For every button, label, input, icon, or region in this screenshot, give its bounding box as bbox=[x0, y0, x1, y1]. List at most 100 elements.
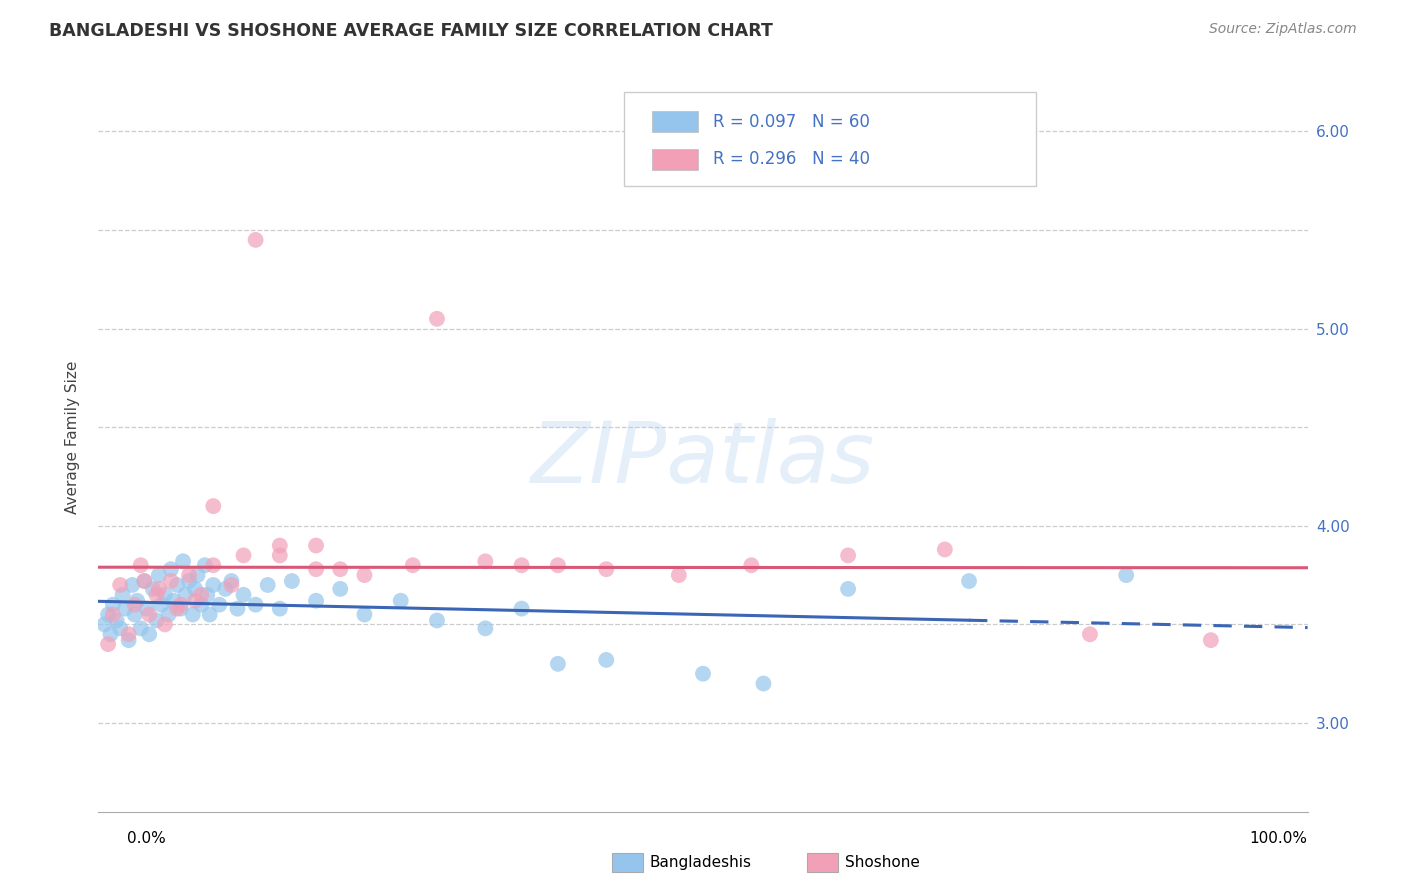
Point bbox=[118, 627, 141, 641]
Point bbox=[305, 562, 328, 576]
Point bbox=[127, 593, 149, 607]
Point bbox=[93, 617, 115, 632]
Point bbox=[305, 593, 328, 607]
Point bbox=[402, 558, 425, 573]
Point bbox=[837, 582, 859, 596]
Point bbox=[153, 588, 176, 602]
Point bbox=[221, 578, 243, 592]
Point bbox=[184, 593, 207, 607]
Point bbox=[510, 558, 533, 573]
Point bbox=[179, 574, 201, 588]
Point bbox=[474, 621, 496, 635]
Point bbox=[172, 554, 194, 568]
Point bbox=[187, 568, 209, 582]
Point bbox=[595, 562, 617, 576]
Point bbox=[194, 558, 217, 573]
Point bbox=[547, 558, 569, 573]
Point bbox=[214, 582, 236, 596]
Point bbox=[145, 588, 167, 602]
Bar bbox=[612, 853, 643, 872]
Point bbox=[692, 666, 714, 681]
Point bbox=[138, 627, 160, 641]
Point bbox=[166, 578, 188, 592]
Point bbox=[281, 574, 304, 588]
Bar bbox=[807, 853, 838, 872]
Point bbox=[111, 588, 134, 602]
Point bbox=[129, 558, 152, 573]
Point bbox=[160, 574, 183, 588]
Point bbox=[510, 601, 533, 615]
Point bbox=[169, 601, 191, 615]
Point bbox=[740, 558, 762, 573]
Point bbox=[202, 558, 225, 573]
Point bbox=[198, 607, 221, 622]
Text: Source: ZipAtlas.com: Source: ZipAtlas.com bbox=[1209, 22, 1357, 37]
Point bbox=[232, 588, 254, 602]
Point bbox=[134, 574, 156, 588]
Point bbox=[153, 617, 176, 632]
Point bbox=[389, 593, 412, 607]
Text: Bangladeshis: Bangladeshis bbox=[650, 855, 752, 870]
Point bbox=[269, 539, 291, 553]
Point bbox=[129, 621, 152, 635]
Point bbox=[114, 601, 136, 615]
Point bbox=[221, 574, 243, 588]
Point bbox=[181, 607, 204, 622]
Point bbox=[1199, 633, 1222, 648]
FancyBboxPatch shape bbox=[652, 112, 699, 132]
Text: R = 0.097   N = 60: R = 0.097 N = 60 bbox=[713, 112, 869, 130]
Point bbox=[202, 499, 225, 513]
Point bbox=[157, 607, 180, 622]
Point bbox=[1115, 568, 1137, 582]
Point bbox=[595, 653, 617, 667]
Point bbox=[121, 578, 143, 592]
Point bbox=[202, 578, 225, 592]
Point bbox=[232, 549, 254, 563]
Point bbox=[353, 568, 375, 582]
Point bbox=[256, 578, 278, 592]
Point bbox=[142, 582, 165, 596]
Point bbox=[169, 598, 191, 612]
Point bbox=[101, 598, 124, 612]
Point bbox=[934, 542, 956, 557]
Point bbox=[145, 614, 167, 628]
Point bbox=[134, 574, 156, 588]
Point bbox=[190, 588, 212, 602]
Point bbox=[426, 311, 449, 326]
Point bbox=[547, 657, 569, 671]
Point bbox=[837, 549, 859, 563]
Y-axis label: Average Family Size: Average Family Size bbox=[65, 360, 80, 514]
Point bbox=[245, 598, 267, 612]
Point bbox=[1078, 627, 1101, 641]
Text: BANGLADESHI VS SHOSHONE AVERAGE FAMILY SIZE CORRELATION CHART: BANGLADESHI VS SHOSHONE AVERAGE FAMILY S… bbox=[49, 22, 773, 40]
Point bbox=[108, 578, 131, 592]
Point bbox=[426, 614, 449, 628]
Point bbox=[162, 593, 184, 607]
FancyBboxPatch shape bbox=[652, 149, 699, 169]
Point bbox=[101, 607, 124, 622]
Point bbox=[108, 621, 131, 635]
Point bbox=[957, 574, 980, 588]
Point bbox=[269, 601, 291, 615]
Point bbox=[174, 588, 197, 602]
Point bbox=[245, 233, 267, 247]
Point bbox=[138, 607, 160, 622]
Point bbox=[100, 627, 122, 641]
Text: 0.0%: 0.0% bbox=[127, 831, 166, 846]
Text: 100.0%: 100.0% bbox=[1250, 831, 1308, 846]
Point bbox=[269, 549, 291, 563]
Point bbox=[179, 568, 201, 582]
Point bbox=[752, 676, 775, 690]
Point bbox=[135, 601, 157, 615]
Point bbox=[105, 614, 128, 628]
Text: ZIPatlas: ZIPatlas bbox=[531, 418, 875, 501]
Point bbox=[124, 598, 146, 612]
Text: Shoshone: Shoshone bbox=[845, 855, 920, 870]
Point bbox=[166, 601, 188, 615]
Point bbox=[226, 601, 249, 615]
Point bbox=[208, 598, 231, 612]
Point bbox=[150, 598, 173, 612]
Point bbox=[184, 582, 207, 596]
Point bbox=[148, 582, 170, 596]
Point bbox=[195, 588, 218, 602]
